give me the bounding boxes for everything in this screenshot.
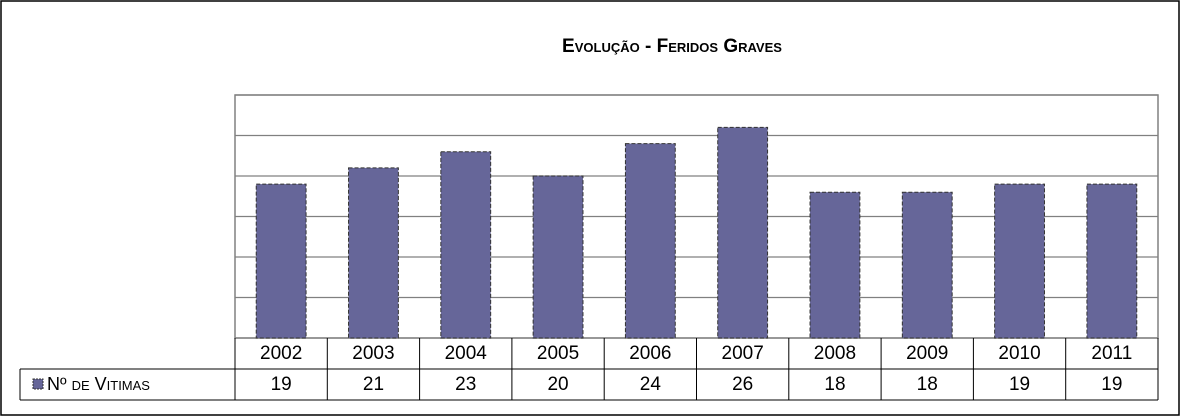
table-value: 19 [271,374,292,395]
table-value: 18 [824,374,845,395]
bar [994,183,1045,339]
legend-key [32,378,44,390]
chart-title: Evolução - Feridos Graves [562,36,782,57]
table-value: 21 [363,374,384,395]
table-value: 19 [1101,374,1122,395]
x-tick-label: 2006 [629,343,671,364]
bar [348,167,399,339]
x-tick-label: 2011 [1091,343,1132,364]
bar [624,143,676,339]
x-tick-label: 2002 [260,343,302,364]
x-tick-label: 2004 [445,343,488,364]
table-value: 19 [1009,374,1030,395]
table-value: 26 [732,374,753,395]
x-tick-label: 2005 [537,343,579,364]
table-value: 18 [917,374,938,395]
bar [809,191,861,339]
bar [717,126,769,339]
table-value: 24 [640,374,662,395]
x-tick-label: 2010 [998,343,1040,364]
bar [1086,183,1138,339]
legend-label: Nº de Vitimas [47,374,150,394]
x-tick-label: 2003 [352,343,394,364]
bar [532,175,584,339]
x-tick-label: 2008 [814,343,856,364]
bar [901,191,953,339]
table-value: 23 [455,374,476,395]
table-value: 20 [547,374,568,395]
x-tick-label: 2007 [722,343,764,364]
x-tick-label: 2009 [906,343,948,364]
bar [440,151,492,339]
bar [255,183,307,339]
